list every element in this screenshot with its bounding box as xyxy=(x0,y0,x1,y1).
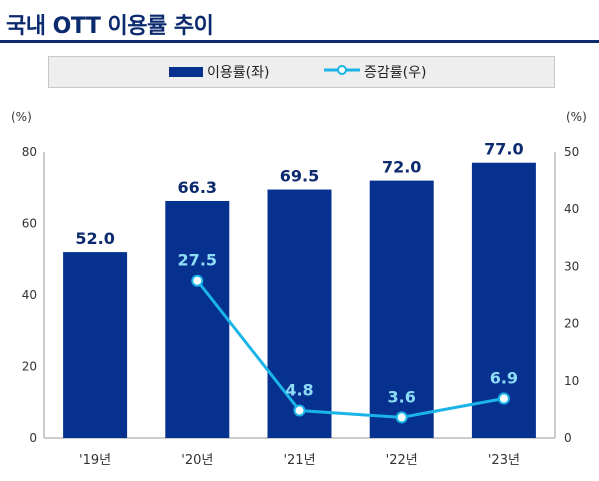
line-point xyxy=(395,411,408,424)
y-right-tick-label: 10 xyxy=(564,374,579,388)
y-right-tick-label: 30 xyxy=(564,259,579,273)
legend-label-line: 증감률(우) xyxy=(364,65,427,81)
line-value-label: 3.6 xyxy=(388,387,416,406)
series-line xyxy=(196,279,505,419)
bar-value-label: 52.0 xyxy=(75,229,114,248)
line-point xyxy=(293,404,306,417)
title-divider xyxy=(0,40,599,43)
bar xyxy=(165,200,230,438)
bar xyxy=(471,162,536,438)
line-point xyxy=(191,274,204,287)
x-tick-label: '19년 xyxy=(79,453,111,468)
y-right-tick-label: 50 xyxy=(564,145,579,159)
y-left-tick-label: 60 xyxy=(22,217,37,231)
y-left-tick-label: 0 xyxy=(29,431,37,445)
line-value-label: 27.5 xyxy=(178,251,217,270)
legend-line-swatch xyxy=(324,64,360,80)
bar-value-label: 77.0 xyxy=(484,140,523,159)
bar xyxy=(63,252,128,438)
y-left-tick-label: 40 xyxy=(22,288,37,302)
bar-value-label: 66.3 xyxy=(178,178,217,197)
legend-label-bar: 이용률(좌) xyxy=(207,65,270,81)
y-left-tick-label: 80 xyxy=(22,145,37,159)
line-value-label: 6.9 xyxy=(490,369,518,388)
x-tick-label: '22년 xyxy=(386,453,418,468)
line-value-label: 4.8 xyxy=(285,381,313,400)
y-right-tick-label: 0 xyxy=(564,431,572,445)
line-point xyxy=(497,392,510,405)
legend-bar-swatch xyxy=(169,67,203,77)
x-tick-label: '20년 xyxy=(181,453,213,468)
bar xyxy=(267,189,332,438)
y-right-unit: (%) xyxy=(566,110,587,124)
legend-item-line: 증감률(우) xyxy=(324,57,426,87)
legend-item-bar: 이용률(좌) xyxy=(169,57,269,87)
bar-value-label: 69.5 xyxy=(280,167,319,186)
bar-value-label: 72.0 xyxy=(382,158,421,177)
chart-title: 국내 OTT 이용률 추이 xyxy=(6,14,214,39)
bar xyxy=(369,180,434,438)
x-tick-label: '21년 xyxy=(283,453,315,468)
y-left-tick-label: 20 xyxy=(22,360,37,374)
x-tick-label: '23년 xyxy=(488,453,520,468)
y-right-tick-label: 20 xyxy=(564,317,579,331)
legend: 이용률(좌) 증감률(우) xyxy=(48,56,555,88)
y-right-tick-label: 40 xyxy=(564,202,579,216)
y-left-unit: (%) xyxy=(11,110,32,124)
